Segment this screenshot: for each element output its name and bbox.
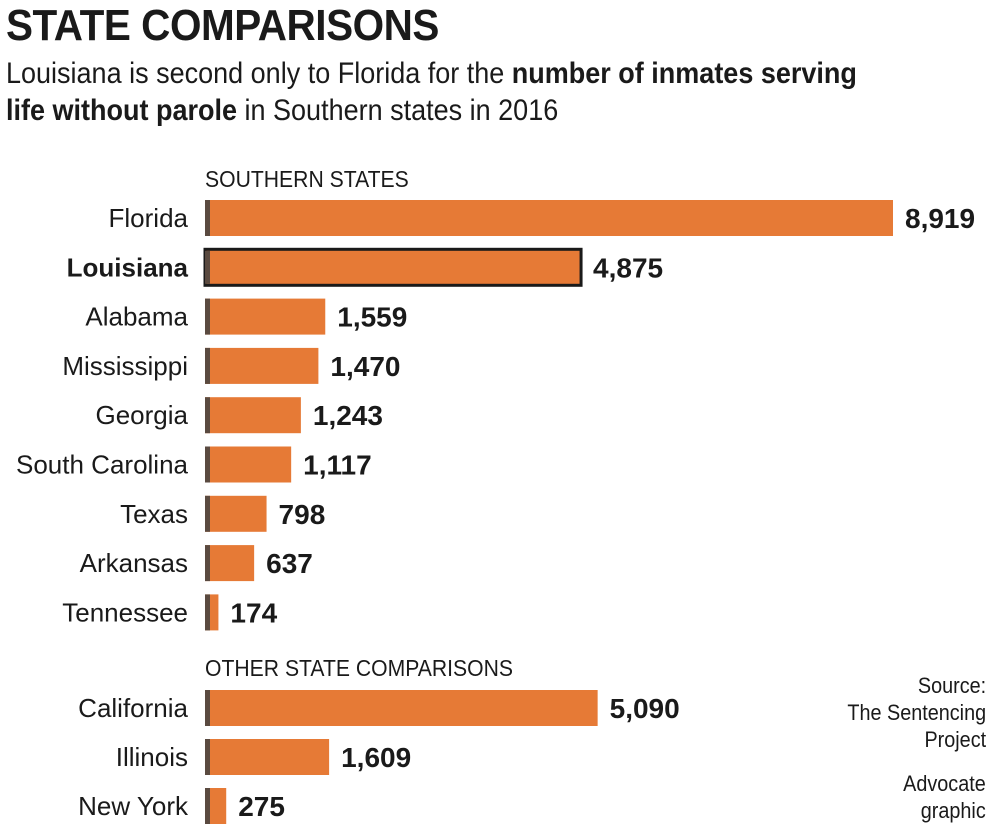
category-label-florida: Florida (109, 203, 189, 233)
subtitle-text: Louisiana is second only to Florida for … (6, 57, 512, 90)
bar-shadow-texas (205, 495, 210, 532)
category-label-illinois: Illinois (116, 742, 188, 772)
credit-line: Advocate (903, 771, 986, 796)
category-label-texas: Texas (120, 499, 188, 529)
value-label-illinois: 1,609 (341, 742, 411, 773)
bar-shadow-illinois (205, 739, 210, 775)
source-line: Source: (917, 673, 986, 698)
value-label-south-carolina: 1,117 (303, 450, 372, 481)
subtitle-emphasis: number of inmates serving (511, 57, 857, 90)
category-label-mississippi: Mississippi (62, 351, 188, 381)
section-label-southern: SOUTHERN STATES (205, 166, 409, 192)
bar-shadow-arkansas (205, 545, 210, 582)
category-label-georgia: Georgia (96, 400, 189, 430)
category-label-tennessee: Tennessee (62, 597, 188, 627)
category-label-california: California (78, 693, 188, 723)
value-label-california: 5,090 (610, 693, 680, 724)
credit-note: Advocate graphic (903, 770, 986, 824)
value-label-florida: 8,919 (905, 203, 975, 234)
bar-louisiana (203, 247, 583, 287)
category-label-alabama: Alabama (85, 302, 188, 332)
bar-shadow-new-york (205, 788, 210, 824)
source-line: Project (924, 727, 986, 752)
subtitle-emphasis-2: life without parole (6, 94, 238, 127)
bar-arkansas (205, 545, 255, 582)
bar-illinois (205, 739, 330, 775)
bar-south-carolina (205, 446, 292, 483)
bar-shadow-mississippi (205, 347, 210, 384)
value-label-georgia: 1,243 (313, 400, 383, 431)
bar-mississippi (205, 347, 319, 384)
chart-subtitle: Louisiana is second only to Florida for … (6, 55, 897, 129)
bar-shadow-louisiana (205, 250, 210, 284)
value-label-new-york: 275 (238, 791, 285, 822)
category-label-new-york: New York (78, 791, 189, 821)
value-label-texas: 798 (279, 499, 326, 530)
bar-california (205, 690, 598, 726)
category-label-south-carolina: South Carolina (16, 450, 189, 480)
value-label-tennessee: 174 (230, 597, 277, 628)
bar-texas (205, 495, 267, 532)
bar-new-york (205, 788, 227, 824)
value-label-alabama: 1,559 (337, 302, 407, 333)
value-label-louisiana: 4,875 (593, 252, 663, 283)
value-label-arkansas: 637 (266, 548, 313, 579)
credit-line: graphic (921, 798, 986, 823)
source-line: The Sentencing (847, 700, 986, 725)
category-label-louisiana: Louisiana (67, 252, 189, 282)
bar-shadow-florida (205, 200, 210, 236)
bar-shadow-tennessee (205, 594, 210, 631)
value-label-mississippi: 1,470 (330, 351, 400, 382)
category-label-arkansas: Arkansas (80, 548, 188, 578)
subtitle-text-2: in Southern states in 2016 (237, 94, 559, 127)
bar-shadow-california (205, 690, 210, 726)
bar-georgia (205, 397, 301, 434)
bar-alabama (205, 298, 326, 335)
source-note: Source: The Sentencing Project (847, 672, 986, 753)
bar-florida (205, 200, 893, 236)
section-label-other: OTHER STATE COMPARISONS (205, 655, 514, 681)
chart-title: STATE COMPARISONS (6, 1, 439, 50)
bar-shadow-south-carolina (205, 446, 210, 483)
bar-shadow-alabama (205, 298, 210, 335)
bar-shadow-georgia (205, 397, 210, 434)
